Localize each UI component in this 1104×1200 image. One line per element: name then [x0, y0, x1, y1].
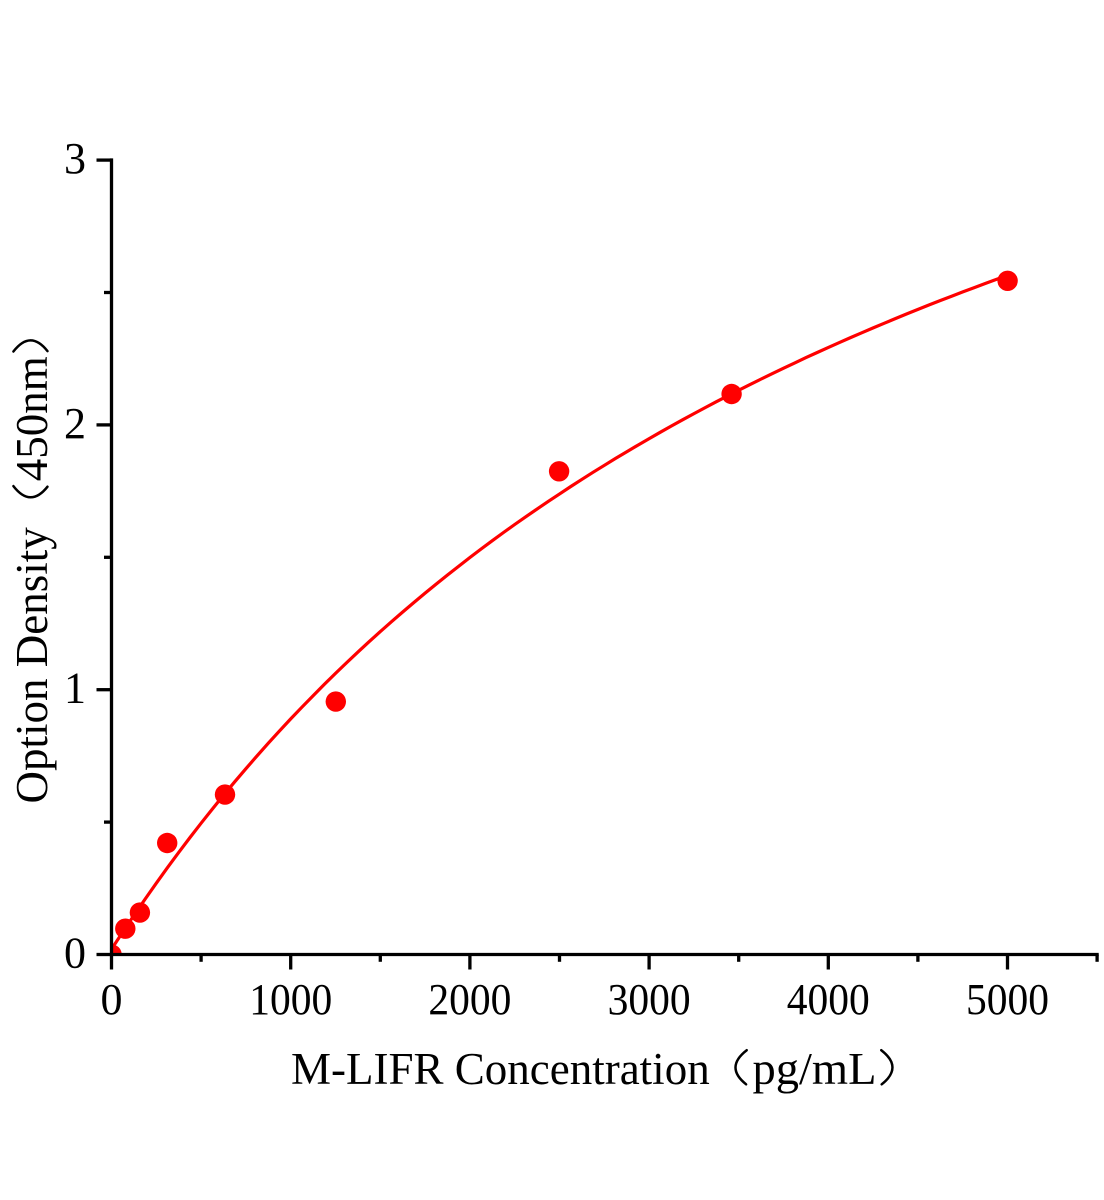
svg-text:450nm: 450nm — [7, 356, 57, 481]
svg-text:M-LIFR Concentration: M-LIFR Concentration — [291, 1044, 710, 1094]
svg-text:5000: 5000 — [966, 975, 1049, 1024]
svg-text:1000: 1000 — [249, 975, 332, 1024]
svg-text:Option Density: Option Density — [7, 527, 57, 804]
svg-text:3000: 3000 — [608, 975, 691, 1024]
svg-text:0: 0 — [101, 975, 123, 1024]
svg-text:pg/mL: pg/mL — [753, 1044, 877, 1094]
svg-text:3: 3 — [64, 134, 86, 183]
svg-text:2000: 2000 — [428, 975, 511, 1024]
svg-text:1: 1 — [64, 664, 86, 713]
svg-text:0: 0 — [64, 928, 86, 977]
svg-text:4000: 4000 — [787, 975, 870, 1024]
svg-text:2: 2 — [64, 399, 86, 448]
